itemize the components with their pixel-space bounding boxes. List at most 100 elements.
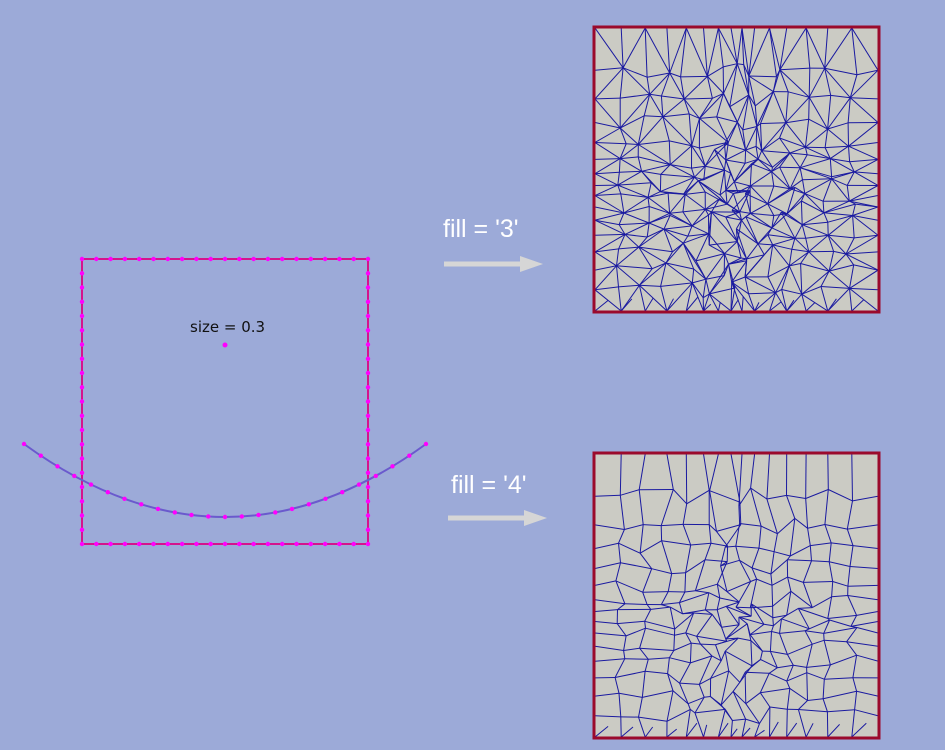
mesh-edge (786, 654, 794, 666)
mesh-edge (735, 228, 738, 242)
mesh-edge (661, 602, 680, 606)
mesh-edge (714, 149, 725, 171)
mesh-edge (847, 524, 878, 530)
mesh-edge (717, 28, 738, 64)
mesh-edge (758, 547, 775, 553)
mesh-edge (700, 643, 716, 646)
mesh-edge (646, 77, 651, 95)
mesh-edge (619, 143, 627, 159)
mesh-edge (852, 206, 878, 216)
mesh-edge (661, 523, 684, 527)
mesh-edge (660, 591, 669, 605)
mesh-edge (644, 28, 648, 78)
mesh-edge (623, 206, 650, 214)
mesh-edge (749, 623, 765, 636)
mesh-edge (828, 253, 847, 272)
mesh-edge (805, 723, 814, 737)
mesh-edge (825, 145, 849, 149)
mesh-edge (595, 621, 618, 625)
mesh-edge (824, 28, 829, 69)
mesh-edge (682, 194, 686, 212)
mesh-edge (848, 122, 878, 147)
mesh-edge (661, 540, 673, 574)
mesh-edge (849, 97, 878, 123)
mesh-edge (595, 67, 624, 100)
mesh-edge (781, 265, 790, 290)
mesh-edge (716, 597, 721, 610)
mesh-edge (801, 224, 807, 239)
mesh-edge (791, 238, 796, 250)
mesh-edge (725, 606, 740, 626)
mesh-edge (726, 601, 740, 607)
mesh-edge (738, 487, 752, 507)
mesh-edge (615, 562, 621, 582)
mesh-edge (619, 454, 622, 496)
mesh-edge (705, 203, 728, 210)
mesh-edge (706, 76, 713, 99)
mesh-edge (761, 150, 773, 168)
mesh-edge (787, 559, 812, 562)
mesh-edge (685, 709, 691, 737)
mesh-edge (799, 158, 831, 169)
mesh-edge (679, 682, 689, 704)
mesh-edge (832, 581, 849, 587)
mesh-node (137, 256, 142, 262)
mesh-edge (595, 494, 621, 497)
mesh-edge (742, 129, 747, 151)
mesh-edge (620, 93, 650, 99)
mesh-node (21, 441, 27, 447)
mesh-edge (685, 559, 706, 574)
mesh-edge (724, 253, 742, 259)
mesh-edge (645, 627, 675, 636)
mesh-edge (830, 158, 850, 163)
mesh-edge (695, 233, 710, 262)
mesh-node (189, 512, 194, 518)
mesh-edge (728, 670, 741, 683)
mesh-edge (619, 144, 639, 159)
mesh-edge (750, 603, 765, 625)
mesh-edge (746, 254, 765, 260)
mesh-edge (704, 191, 728, 205)
mesh-edge (726, 605, 752, 617)
mesh-edge (766, 454, 770, 500)
mesh-edge (688, 113, 693, 146)
mesh-edge (809, 619, 830, 630)
mesh-edge (771, 213, 788, 229)
mesh-edge (669, 145, 692, 165)
mesh-edge (683, 98, 690, 115)
mesh-edge (729, 63, 738, 107)
mesh-edge (624, 524, 644, 530)
mesh-edge (739, 502, 742, 525)
mesh-edge (647, 197, 650, 207)
mesh-edge (595, 599, 625, 605)
mesh-edge (686, 489, 710, 505)
mesh-edge (624, 222, 650, 235)
mesh-edge (735, 546, 740, 561)
mesh-edge (595, 562, 621, 569)
mesh-node (356, 482, 362, 487)
mesh-edge (638, 156, 671, 166)
mesh-edge (822, 679, 825, 699)
mesh-edge (846, 627, 858, 642)
mesh-edge (700, 643, 713, 657)
mesh-edge (732, 718, 746, 721)
mesh-edge (669, 211, 683, 214)
mesh-edge (731, 209, 742, 221)
mesh-edge (746, 243, 759, 260)
mesh-edge (617, 172, 620, 186)
mesh-edge (622, 67, 648, 78)
mesh-edge (730, 28, 738, 64)
mesh-edge (619, 115, 645, 129)
mesh-edge (805, 146, 831, 160)
mesh-edge (711, 614, 723, 628)
mesh-edge (595, 632, 627, 637)
mesh-edge (683, 233, 709, 244)
mesh-edge (804, 630, 813, 645)
mesh-edge (715, 637, 739, 646)
mesh-edge (800, 251, 810, 264)
size-label: size = 0.3 (190, 318, 266, 336)
mesh-edge (707, 76, 724, 94)
mesh-edge (750, 631, 772, 636)
mesh-edge (852, 545, 878, 549)
mesh-edge (849, 287, 878, 291)
